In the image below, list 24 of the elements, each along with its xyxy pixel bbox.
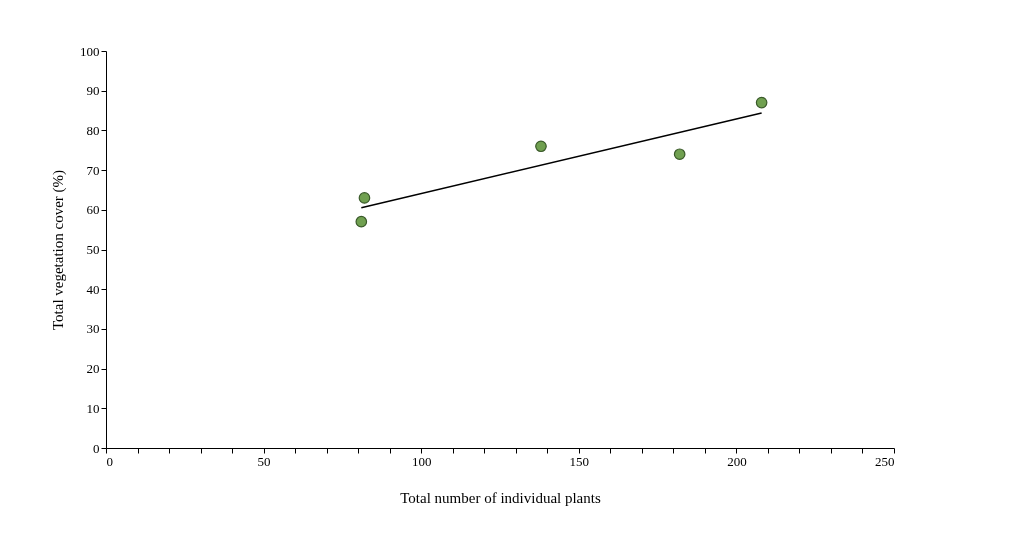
y-tick-label: 90 <box>86 83 100 99</box>
x-tick-label: 150 <box>569 453 590 469</box>
y-tick-label: 60 <box>86 202 100 218</box>
y-tick-label: 80 <box>86 122 100 138</box>
point <box>358 192 371 204</box>
y-tick-label: 0 <box>93 440 100 456</box>
y-tick-label: 50 <box>86 242 100 257</box>
x-tick-label: 100 <box>411 453 432 469</box>
x-tick-label: 250 <box>875 453 895 469</box>
y-axis-title: Total vegetation cover (%) <box>50 169 67 331</box>
point <box>355 215 368 228</box>
x-tick-label: 200 <box>727 453 747 469</box>
y-tick-label: 10 <box>86 400 100 416</box>
x-axis-title: Total number of individual plants <box>400 489 601 506</box>
y-tick-label: 20 <box>86 361 100 377</box>
x-tick-label: 0 <box>106 453 113 469</box>
point <box>535 140 547 153</box>
point <box>755 96 768 109</box>
y-tick-label: 70 <box>86 162 100 178</box>
x-tick-label: 50 <box>257 453 271 469</box>
point <box>673 148 686 161</box>
y-tick-label: 100 <box>80 43 100 59</box>
y-tick-label: 30 <box>86 321 100 337</box>
y-tick-label: 40 <box>86 281 100 297</box>
